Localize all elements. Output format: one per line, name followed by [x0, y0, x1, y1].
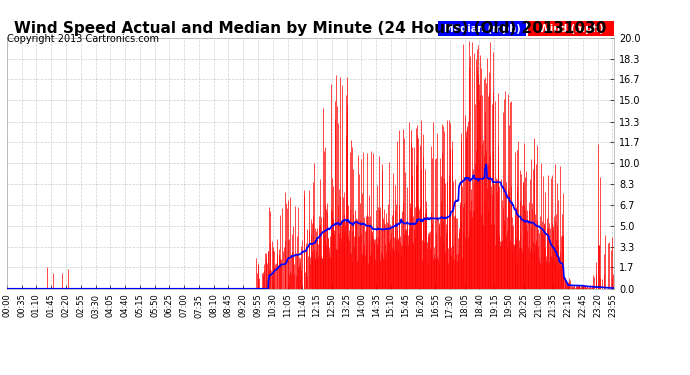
Text: Copyright 2013 Cartronics.com: Copyright 2013 Cartronics.com [7, 34, 159, 44]
Text: Median (mph): Median (mph) [444, 24, 520, 33]
Bar [438, 21, 526, 36]
Text: Wind Speed Actual and Median by Minute (24 Hours) (Old) 20131030: Wind Speed Actual and Median by Minute (… [14, 21, 607, 36]
Bar [528, 21, 614, 36]
Text: Wind (mph): Wind (mph) [539, 24, 603, 33]
